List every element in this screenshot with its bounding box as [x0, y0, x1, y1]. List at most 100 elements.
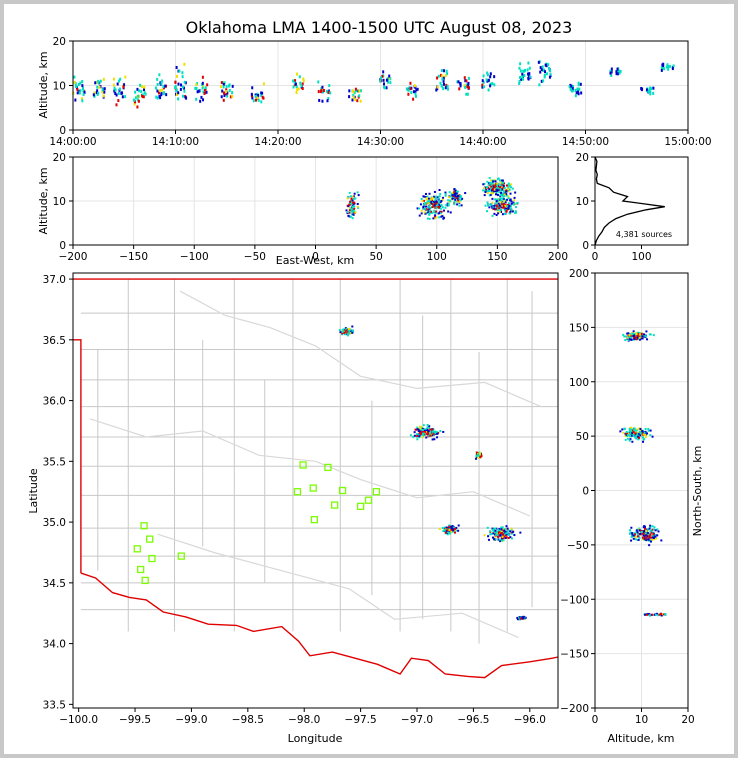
source-point	[492, 207, 495, 210]
source-point	[257, 98, 260, 102]
source-point	[223, 81, 226, 85]
source-point	[359, 99, 362, 103]
source-point	[381, 74, 384, 78]
source-point	[635, 331, 638, 334]
plan-view-ytick-label: 36.5	[43, 335, 66, 347]
source-point	[379, 76, 382, 80]
source-point	[433, 209, 436, 212]
source-point	[440, 73, 443, 77]
source-point	[577, 81, 580, 85]
source-point	[444, 526, 447, 529]
source-point	[656, 528, 659, 531]
source-point	[489, 75, 492, 79]
source-point	[414, 90, 417, 94]
source-point	[570, 89, 573, 93]
source-point	[636, 432, 639, 435]
ns-height-ticks: 0 10 20 −200 −150 −100 −50 0 50 100 150 200	[560, 268, 695, 726]
source-point	[456, 197, 459, 200]
source-point	[455, 192, 458, 195]
source-point	[577, 90, 580, 94]
ew-height-xtick-label: 50	[369, 251, 382, 263]
source-point	[295, 90, 298, 94]
source-point	[295, 72, 298, 76]
source-point	[509, 530, 512, 533]
source-point	[502, 181, 505, 184]
source-point	[113, 86, 116, 90]
source-point	[412, 90, 415, 94]
source-point	[504, 537, 507, 540]
source-point	[344, 330, 347, 333]
source-point	[201, 85, 204, 89]
source-point	[487, 78, 490, 82]
source-point	[436, 204, 439, 207]
source-point	[453, 200, 456, 203]
source-point	[427, 205, 430, 208]
source-point	[634, 436, 637, 439]
source-point	[101, 90, 104, 94]
source-point	[441, 527, 444, 530]
source-point	[387, 80, 390, 84]
source-point	[659, 612, 662, 615]
source-point	[665, 65, 668, 69]
source-point	[353, 207, 356, 210]
source-point	[137, 94, 140, 98]
source-point	[439, 201, 442, 204]
source-point	[424, 428, 427, 431]
source-point	[641, 87, 644, 91]
source-point	[453, 194, 456, 197]
source-point	[491, 186, 494, 189]
source-point	[350, 210, 353, 213]
source-point	[653, 613, 656, 616]
source-point	[638, 430, 641, 433]
source-point	[484, 204, 487, 207]
source-point	[421, 436, 424, 439]
source-point	[428, 425, 431, 428]
source-point	[654, 613, 657, 616]
source-point	[651, 525, 654, 528]
source-point	[643, 431, 646, 434]
source-point	[507, 207, 510, 210]
source-point	[482, 189, 485, 192]
source-point	[409, 434, 412, 437]
source-point	[497, 538, 500, 541]
source-point	[488, 176, 491, 179]
source-point	[524, 68, 527, 72]
source-point	[302, 79, 305, 83]
source-point	[181, 94, 184, 98]
source-point	[410, 90, 413, 94]
source-point	[521, 75, 524, 79]
source-point	[74, 98, 77, 102]
source-point	[635, 531, 638, 534]
source-point	[570, 87, 573, 91]
source-point	[641, 536, 644, 539]
ns-height-sources	[594, 272, 689, 709]
source-point	[496, 205, 499, 208]
source-point	[115, 93, 118, 97]
source-point	[458, 204, 461, 207]
source-point	[629, 529, 632, 532]
source-point	[519, 75, 522, 79]
source-point	[112, 83, 115, 87]
source-point	[635, 338, 638, 341]
histogram-xtick-label: 100	[631, 251, 651, 263]
source-point	[496, 178, 499, 181]
source-point	[652, 91, 655, 95]
source-point	[434, 206, 437, 209]
source-point	[539, 70, 542, 74]
source-point	[623, 335, 626, 338]
source-point	[571, 85, 574, 89]
source-point	[487, 535, 490, 538]
source-point	[635, 529, 638, 532]
station-marker	[338, 486, 347, 495]
source-point	[436, 432, 439, 435]
source-point	[493, 204, 496, 207]
source-point	[630, 338, 633, 341]
source-point	[256, 96, 259, 100]
source-point	[498, 207, 501, 210]
source-point	[652, 528, 655, 531]
source-point	[457, 199, 460, 202]
source-point	[496, 193, 499, 196]
source-point	[435, 207, 438, 210]
source-point	[444, 74, 447, 78]
source-point	[458, 87, 461, 91]
